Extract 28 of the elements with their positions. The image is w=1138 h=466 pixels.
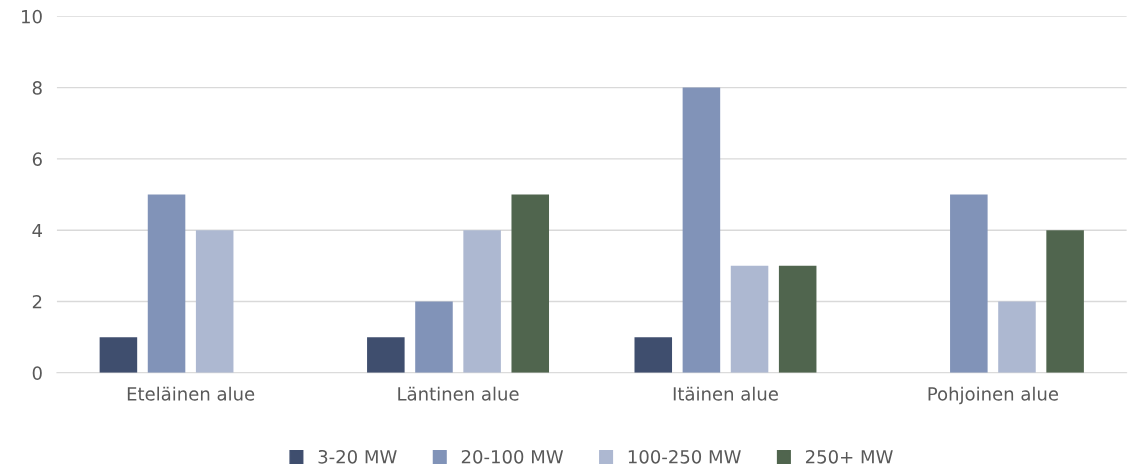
x-tick-label: Läntinen alue bbox=[398, 386, 519, 401]
x-tick-label: Pohjoinen alue bbox=[928, 386, 1059, 405]
bar bbox=[511, 194, 550, 373]
bar bbox=[147, 194, 186, 373]
bar bbox=[998, 301, 1036, 373]
bar bbox=[195, 230, 234, 373]
bar bbox=[367, 337, 405, 373]
x-tick-label: Eteläinen alue bbox=[127, 386, 255, 401]
legend-label: 100-250 MW bbox=[628, 449, 741, 464]
legend-label: 250+ MW bbox=[805, 449, 893, 464]
legend-label: 3-20 MW bbox=[318, 449, 397, 464]
y-tick-label: 4 bbox=[32, 223, 42, 238]
y-tick-label: 10 bbox=[22, 9, 42, 24]
bar bbox=[99, 337, 138, 373]
bar bbox=[778, 265, 817, 373]
legend-label: 20-100 MW bbox=[461, 449, 564, 464]
x-tick-label: Itäinen alue bbox=[673, 386, 778, 401]
bar bbox=[682, 87, 721, 373]
bar bbox=[950, 194, 988, 373]
bar bbox=[463, 230, 501, 373]
bar bbox=[415, 301, 453, 373]
y-tick-label: 2 bbox=[32, 294, 42, 309]
y-tick-label: 6 bbox=[32, 152, 42, 167]
y-tick-label: 8 bbox=[32, 81, 42, 95]
bar bbox=[730, 265, 769, 373]
bar bbox=[1046, 230, 1084, 373]
bar bbox=[634, 337, 673, 373]
y-tick-label: 0 bbox=[32, 366, 42, 380]
